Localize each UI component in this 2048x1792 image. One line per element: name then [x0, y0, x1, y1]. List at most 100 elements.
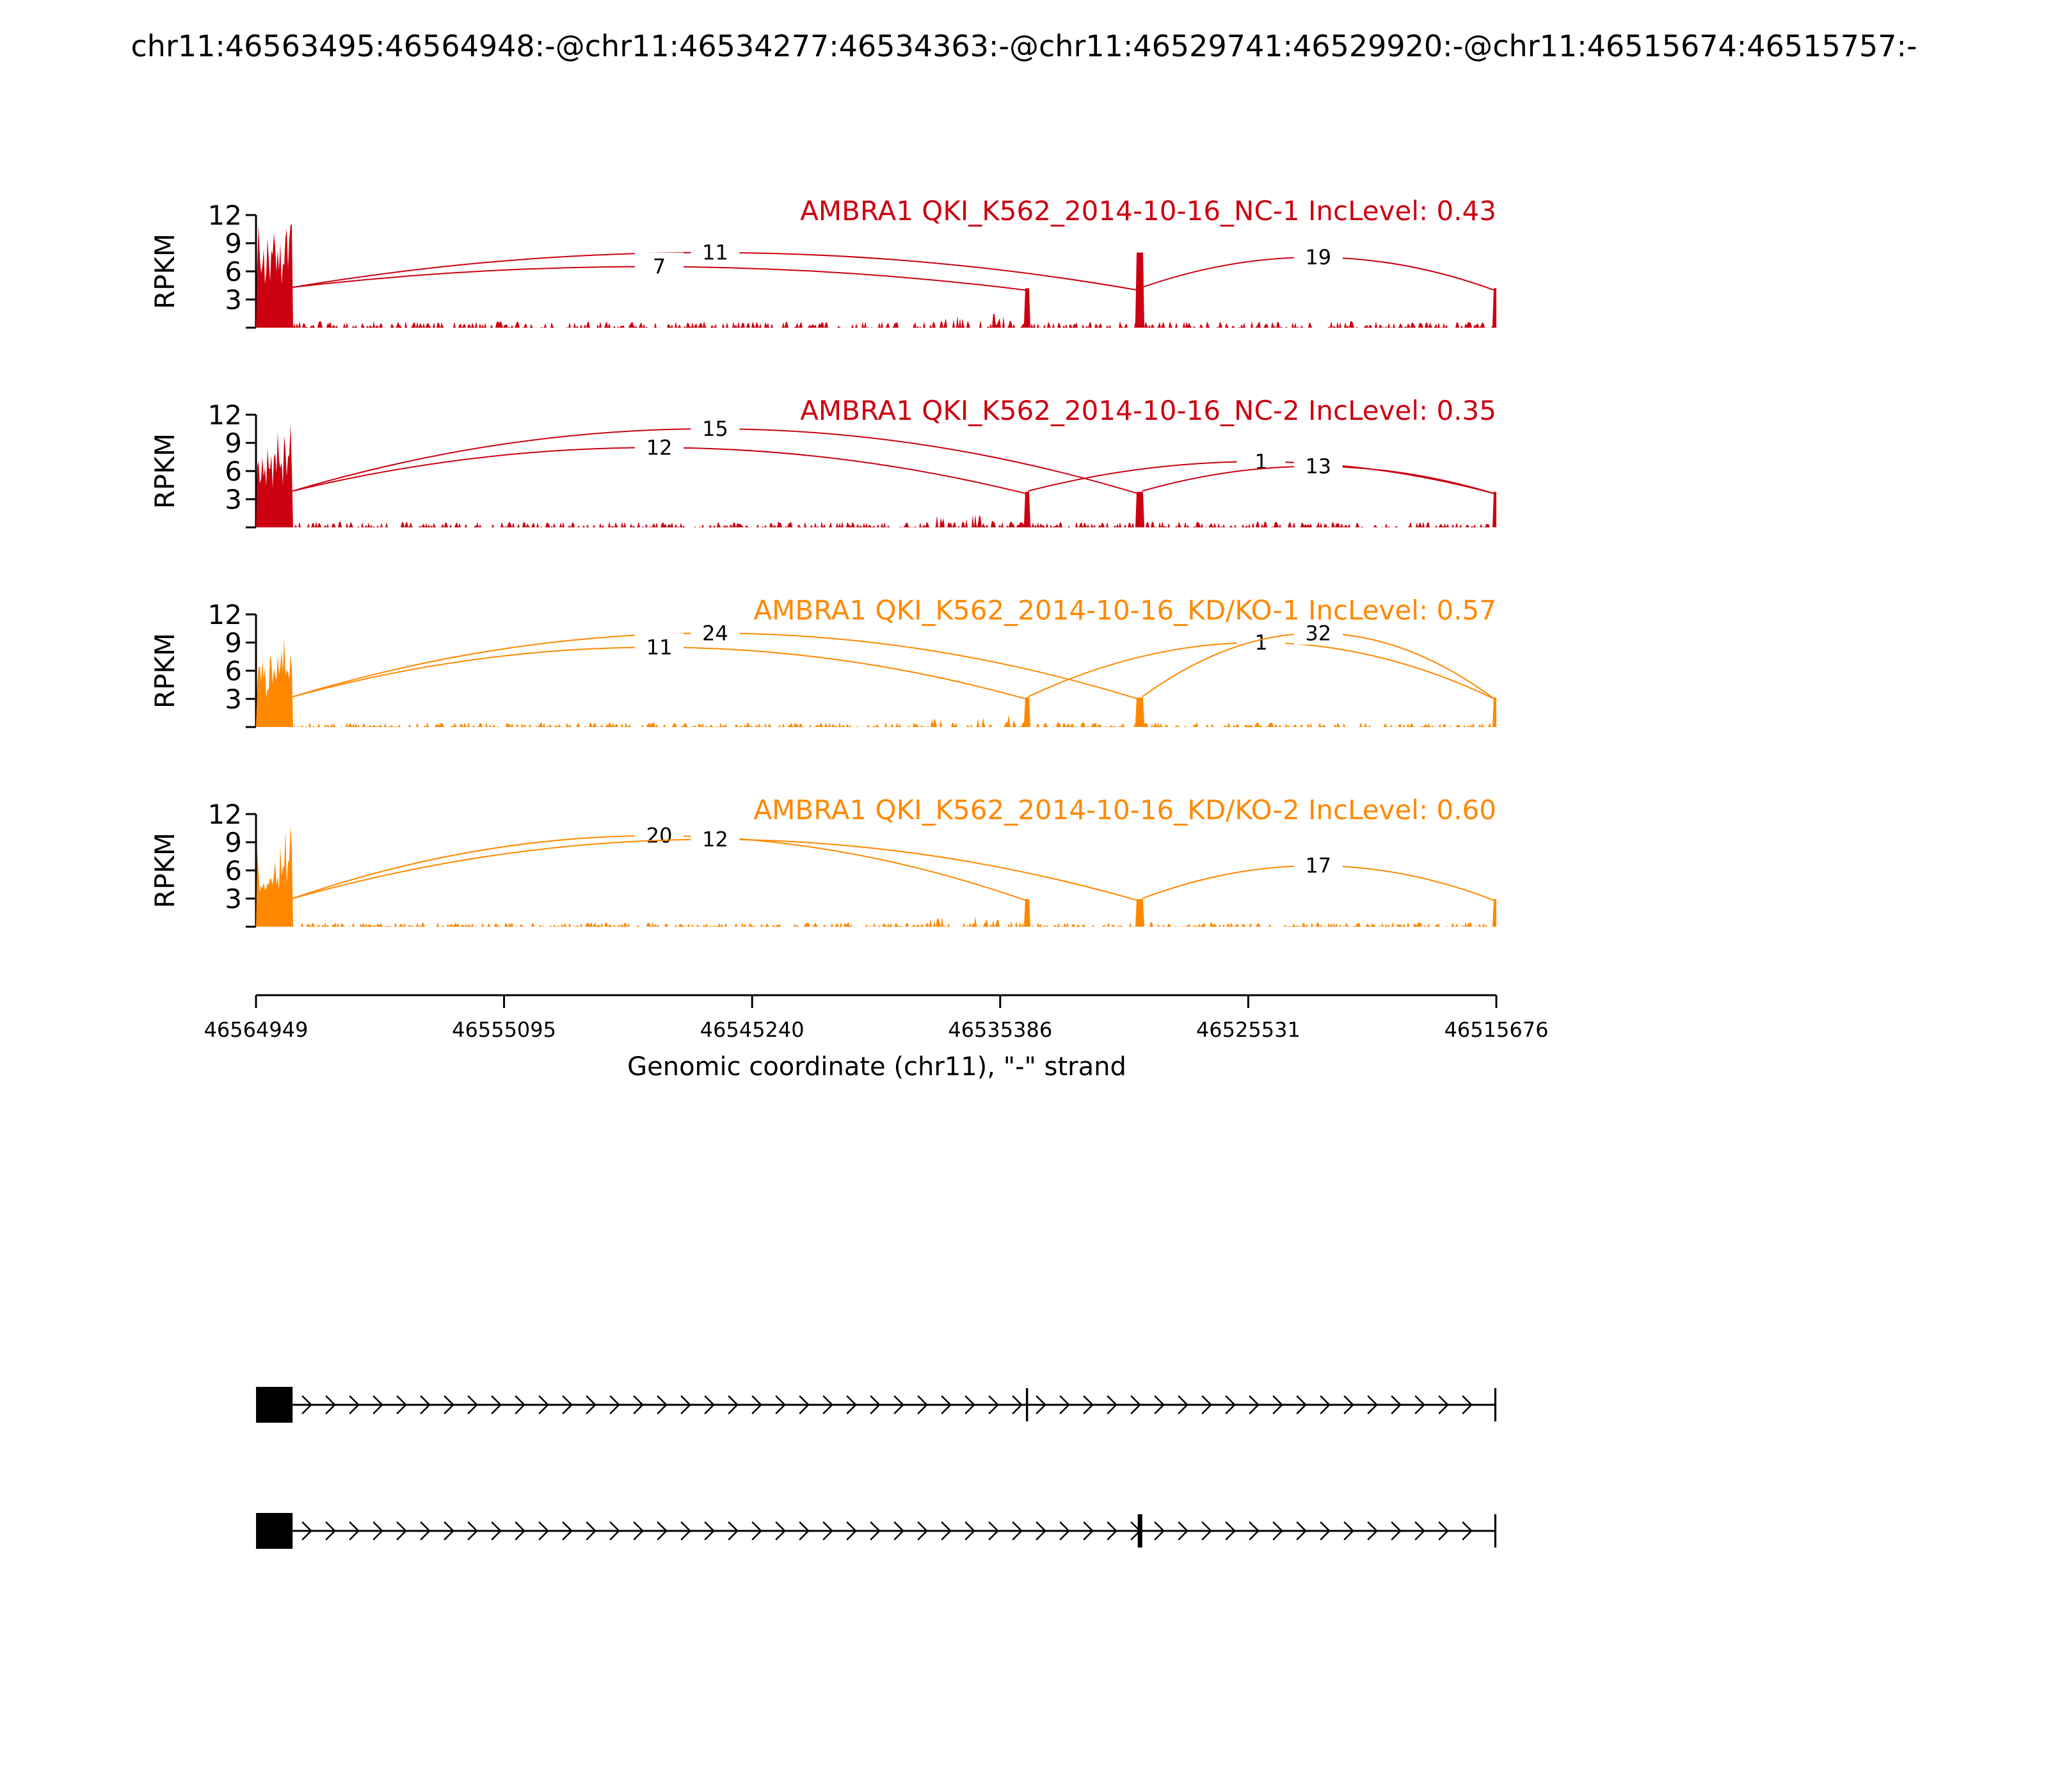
strand-arrow: [1083, 1521, 1094, 1540]
coverage-area: [256, 224, 1496, 328]
x-tick-label: 46564949: [204, 1018, 308, 1042]
y-tick-label: 9: [225, 627, 242, 659]
strand-arrow: [515, 1395, 525, 1414]
strand-arrow: [1462, 1521, 1473, 1540]
strand-arrow: [775, 1521, 786, 1540]
strand-arrow: [870, 1521, 881, 1540]
y-axis-label: RPKM: [149, 633, 180, 708]
y-tick-label: 12: [208, 799, 242, 830]
y-tick-label: 3: [225, 484, 242, 515]
y-tick-label: 3: [225, 684, 242, 715]
strand-arrow: [1201, 1521, 1212, 1540]
strand-arrow: [751, 1395, 762, 1414]
strand-arrow: [1178, 1395, 1188, 1414]
y-tick-label: 9: [225, 827, 242, 858]
strand-arrow: [846, 1521, 857, 1540]
strand-arrow: [1107, 1521, 1117, 1540]
strand-arrow: [1272, 1521, 1283, 1540]
strand-arrow: [538, 1521, 549, 1540]
strand-arrow: [1107, 1395, 1117, 1414]
strand-arrow: [372, 1521, 383, 1540]
isoform-track: [256, 1387, 1497, 1423]
strand-arrow: [751, 1521, 762, 1540]
strand-arrow: [893, 1521, 904, 1540]
junction-count-box: [691, 415, 740, 440]
strand-arrow: [917, 1395, 928, 1414]
strand-arrow: [301, 1521, 312, 1540]
y-tick-label: 6: [225, 655, 242, 687]
junction-count: 15: [702, 417, 728, 441]
strand-arrow: [1391, 1521, 1402, 1540]
junction-count-box: [635, 633, 684, 659]
strand-arrow: [728, 1521, 739, 1540]
junction-count: 11: [702, 241, 728, 265]
strand-arrow: [372, 1395, 383, 1414]
strand-arrow: [1154, 1521, 1165, 1540]
strand-arrow: [1438, 1395, 1449, 1414]
strand-arrow: [633, 1395, 644, 1414]
strand-arrow: [1036, 1395, 1046, 1414]
strand-arrow: [396, 1521, 407, 1540]
figure-title: chr11:46563495:46564948:-@chr11:46534277…: [131, 29, 1917, 63]
strand-arrow: [491, 1395, 502, 1414]
strand-arrow: [1414, 1521, 1425, 1540]
y-tick-label: 3: [225, 284, 242, 316]
coverage-area: [256, 637, 1496, 727]
strand-arrow: [775, 1395, 786, 1414]
strand-arrow: [1130, 1395, 1141, 1414]
strand-arrow: [657, 1521, 668, 1540]
x-tick-label: 46525531: [1196, 1018, 1300, 1042]
strand-arrow: [988, 1521, 999, 1540]
junction-count: 17: [1305, 854, 1331, 878]
strand-arrow: [301, 1395, 312, 1414]
strand-arrow: [728, 1395, 739, 1414]
junction-count: 12: [702, 828, 728, 852]
strand-arrow: [1462, 1395, 1473, 1414]
strand-arrow: [325, 1521, 336, 1540]
strand-arrow: [822, 1521, 833, 1540]
strand-arrow: [1249, 1521, 1260, 1540]
strand-arrow: [349, 1521, 360, 1540]
strand-arrow: [491, 1521, 502, 1540]
sample-label: AMBRA1 QKI_K562_2014-10-16_KD/KO-2 IncLe…: [753, 794, 1496, 826]
strand-arrow: [1036, 1521, 1046, 1540]
strand-arrow: [325, 1395, 336, 1414]
strand-arrow: [964, 1521, 975, 1540]
strand-arrow: [467, 1395, 478, 1414]
y-tick-label: 12: [208, 399, 242, 431]
strand-arrow: [1414, 1395, 1425, 1414]
junction-count-box: [1293, 452, 1343, 478]
strand-arrow: [1320, 1521, 1331, 1540]
junction-count: 32: [1305, 621, 1331, 645]
strand-arrow: [349, 1395, 360, 1414]
strand-arrow: [870, 1395, 881, 1414]
exon-block: [1494, 1388, 1497, 1421]
y-tick-label: 12: [208, 200, 242, 231]
junction-count-box: [1293, 619, 1343, 645]
x-tick-label: 46545240: [700, 1018, 804, 1042]
strand-arrow: [562, 1395, 573, 1414]
strand-arrow: [633, 1521, 644, 1540]
strand-arrow: [704, 1521, 715, 1540]
strand-arrow: [893, 1395, 904, 1414]
strand-arrow: [1296, 1395, 1307, 1414]
x-axis-label: Genomic coordinate (chr11), "-" strand: [627, 1052, 1126, 1082]
strand-arrow: [1012, 1521, 1023, 1540]
isoform-tracks: [256, 1387, 1497, 1549]
y-tick-label: 6: [225, 256, 242, 287]
strand-arrow: [1154, 1395, 1165, 1414]
strand-arrow: [988, 1395, 999, 1414]
y-tick-label: 6: [225, 855, 242, 886]
strand-arrow: [1059, 1521, 1070, 1540]
strand-arrow: [586, 1395, 596, 1414]
junction-count: 7: [653, 255, 666, 279]
strand-arrow: [515, 1521, 525, 1540]
strand-arrow: [1367, 1521, 1378, 1540]
strand-arrow: [444, 1395, 454, 1414]
strand-arrow: [1083, 1395, 1094, 1414]
x-axis: 46564949 46555095 46545240 46535386 46525531…: [204, 994, 1548, 1042]
